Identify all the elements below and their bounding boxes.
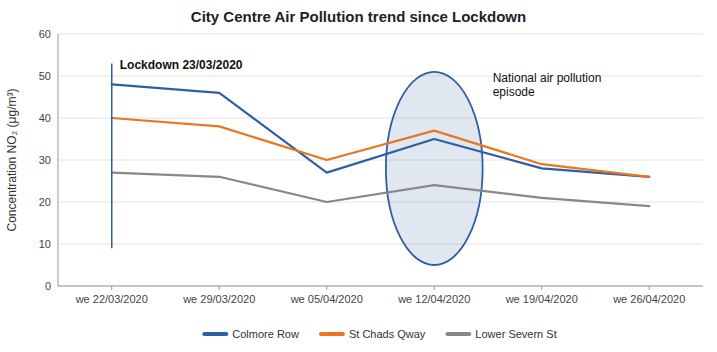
x-axis-line — [58, 286, 703, 287]
x-tick — [649, 286, 650, 290]
lockdown-line — [111, 63, 113, 248]
grid-line — [58, 76, 703, 77]
plot-area — [112, 63, 650, 265]
annotation-text: National air pollutionepisode — [493, 71, 602, 99]
grid-line — [58, 286, 703, 287]
x-tick-label: we 26/04/2020 — [612, 293, 685, 305]
legend-swatch — [321, 332, 343, 336]
legend-label: St Chads Qway — [349, 328, 426, 340]
legend: Colmore Row St Chads Qway Lower Severn St — [204, 328, 556, 340]
x-axis: we 22/03/2020 we 29/03/2020 we 05/04/2020 w… — [75, 286, 686, 305]
chart: City Centre Air Pollution trend since Lo… — [0, 0, 717, 352]
x-tick — [541, 286, 542, 290]
grid-line — [58, 118, 703, 119]
legend-label: Lower Severn St — [475, 328, 556, 340]
annotations: National air pollutionepisode Lockdown 23… — [120, 58, 602, 98]
x-tick-label: we 19/04/2020 — [505, 293, 578, 305]
highlight-ellipse — [386, 72, 483, 265]
x-tick — [434, 286, 435, 290]
legend-swatch — [447, 332, 469, 336]
series-line — [112, 173, 650, 207]
x-tick — [219, 286, 220, 290]
grid-line — [58, 244, 703, 245]
grid-line — [58, 160, 703, 161]
series-line — [112, 118, 650, 177]
x-tick — [326, 286, 327, 290]
series-line — [112, 84, 650, 176]
y-tick-label: 60 — [39, 28, 51, 40]
y-axis: 0 10 20 30 40 50 60 — [39, 28, 703, 292]
y-axis-line — [58, 34, 59, 286]
x-tick — [111, 286, 112, 290]
legend-item: St Chads Qway — [321, 328, 426, 340]
y-tick-label: 40 — [39, 112, 51, 124]
annotation-text: Lockdown 23/03/2020 — [120, 58, 243, 72]
y-tick-label: 10 — [39, 238, 51, 250]
y-axis-label: Concentration NO₂ (μg/m³) — [5, 89, 19, 232]
y-tick-label: 50 — [39, 70, 51, 82]
y-tick-label: 30 — [39, 154, 51, 166]
y-tick-label: 20 — [39, 196, 51, 208]
x-tick-label: we 29/03/2020 — [182, 293, 255, 305]
legend-item: Colmore Row — [204, 328, 299, 340]
legend-swatch — [204, 332, 226, 336]
legend-item: Lower Severn St — [447, 328, 556, 340]
x-tick-label: we 05/04/2020 — [290, 293, 363, 305]
x-tick-label: we 22/03/2020 — [75, 293, 148, 305]
x-tick-label: we 12/04/2020 — [397, 293, 470, 305]
legend-label: Colmore Row — [232, 328, 299, 340]
y-tick-label: 0 — [45, 280, 51, 292]
title: City Centre Air Pollution trend since Lo… — [191, 8, 526, 25]
grid-line — [58, 34, 703, 35]
